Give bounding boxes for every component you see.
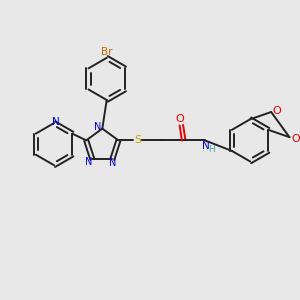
Text: N: N [202,141,210,151]
Text: H: H [208,145,214,154]
Text: N: N [52,117,59,127]
Text: O: O [273,106,281,116]
Text: Br: Br [101,47,112,57]
Text: O: O [176,114,184,124]
Text: N: N [94,122,102,132]
Text: N: N [109,158,116,168]
Text: O: O [291,134,300,144]
Text: S: S [134,135,141,146]
Text: N: N [85,157,92,167]
